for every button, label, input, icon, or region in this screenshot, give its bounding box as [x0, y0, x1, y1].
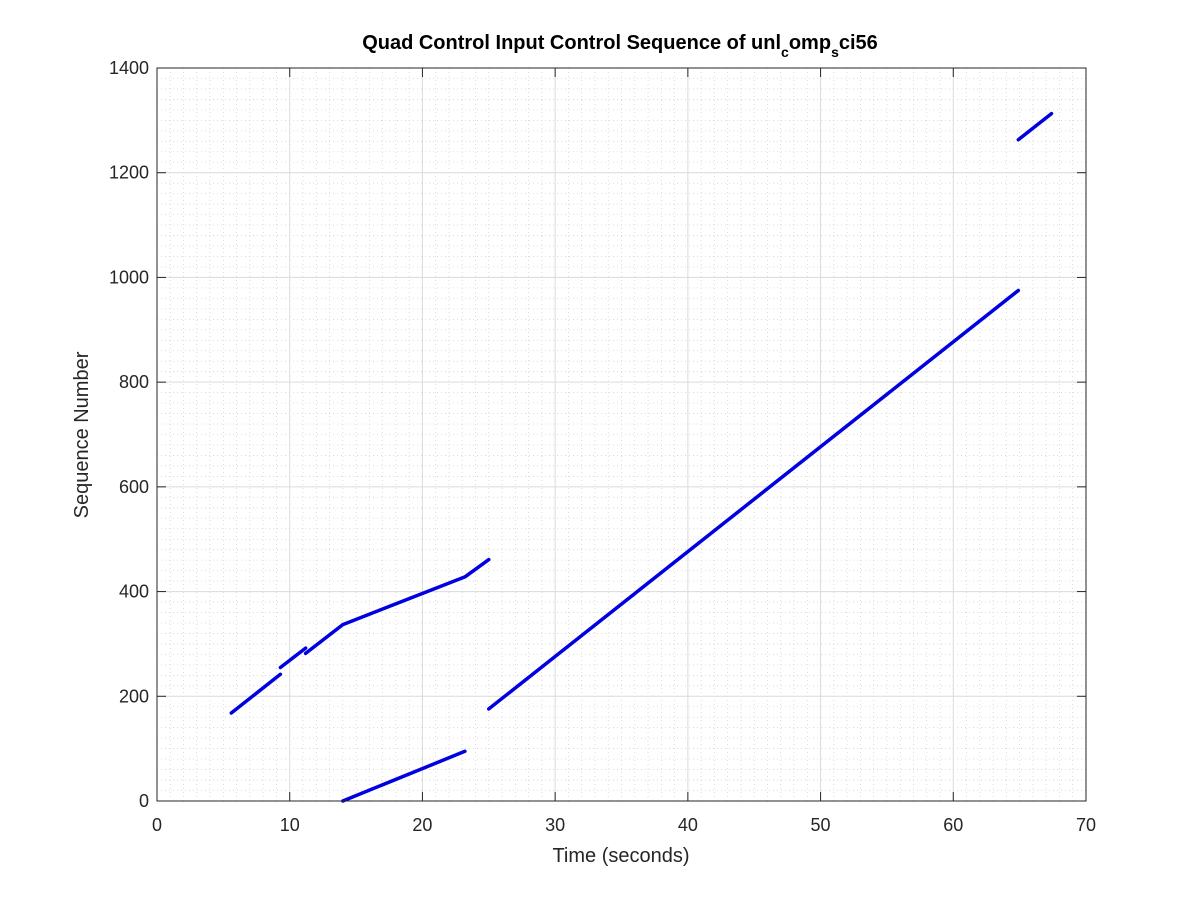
- x-tick-label: 60: [943, 815, 963, 835]
- series-segment-2: [278, 646, 308, 670]
- x-axis-label: Time (seconds): [552, 845, 689, 867]
- series-layer: [229, 111, 1054, 803]
- y-tick-label: 800: [119, 372, 149, 392]
- x-tick-label: 30: [545, 815, 565, 835]
- x-tick-label: 10: [280, 815, 300, 835]
- series-segment-3: [303, 557, 491, 656]
- y-tick-label: 1200: [109, 163, 149, 183]
- series-segment-6: [1016, 111, 1054, 142]
- y-tick-label: 400: [119, 582, 149, 602]
- series-segment-5: [487, 288, 1021, 711]
- y-tick-label: 600: [119, 477, 149, 497]
- x-tick-label: 20: [412, 815, 432, 835]
- x-tick-label: 0: [152, 815, 162, 835]
- x-axis-ticks: 0 10 20 30 40 50 60 70: [152, 68, 1096, 835]
- y-tick-label: 0: [139, 791, 149, 811]
- chart-title: Quad Control Input Control Sequence of u…: [362, 32, 878, 60]
- y-axis-label: Sequence Number: [71, 351, 93, 518]
- x-tick-label: 40: [678, 815, 698, 835]
- y-tick-label: 1000: [109, 267, 149, 287]
- y-tick-label: 1400: [109, 58, 149, 78]
- x-tick-label: 70: [1076, 815, 1096, 835]
- series-segment-1: [229, 672, 283, 715]
- y-tick-label: 200: [119, 686, 149, 706]
- series-segment-4: [341, 749, 467, 803]
- y-axis-ticks: 0 200 400 600 800 1000 1200 1400: [109, 58, 1086, 811]
- x-tick-label: 50: [811, 815, 831, 835]
- axes-frame: [156, 67, 1087, 802]
